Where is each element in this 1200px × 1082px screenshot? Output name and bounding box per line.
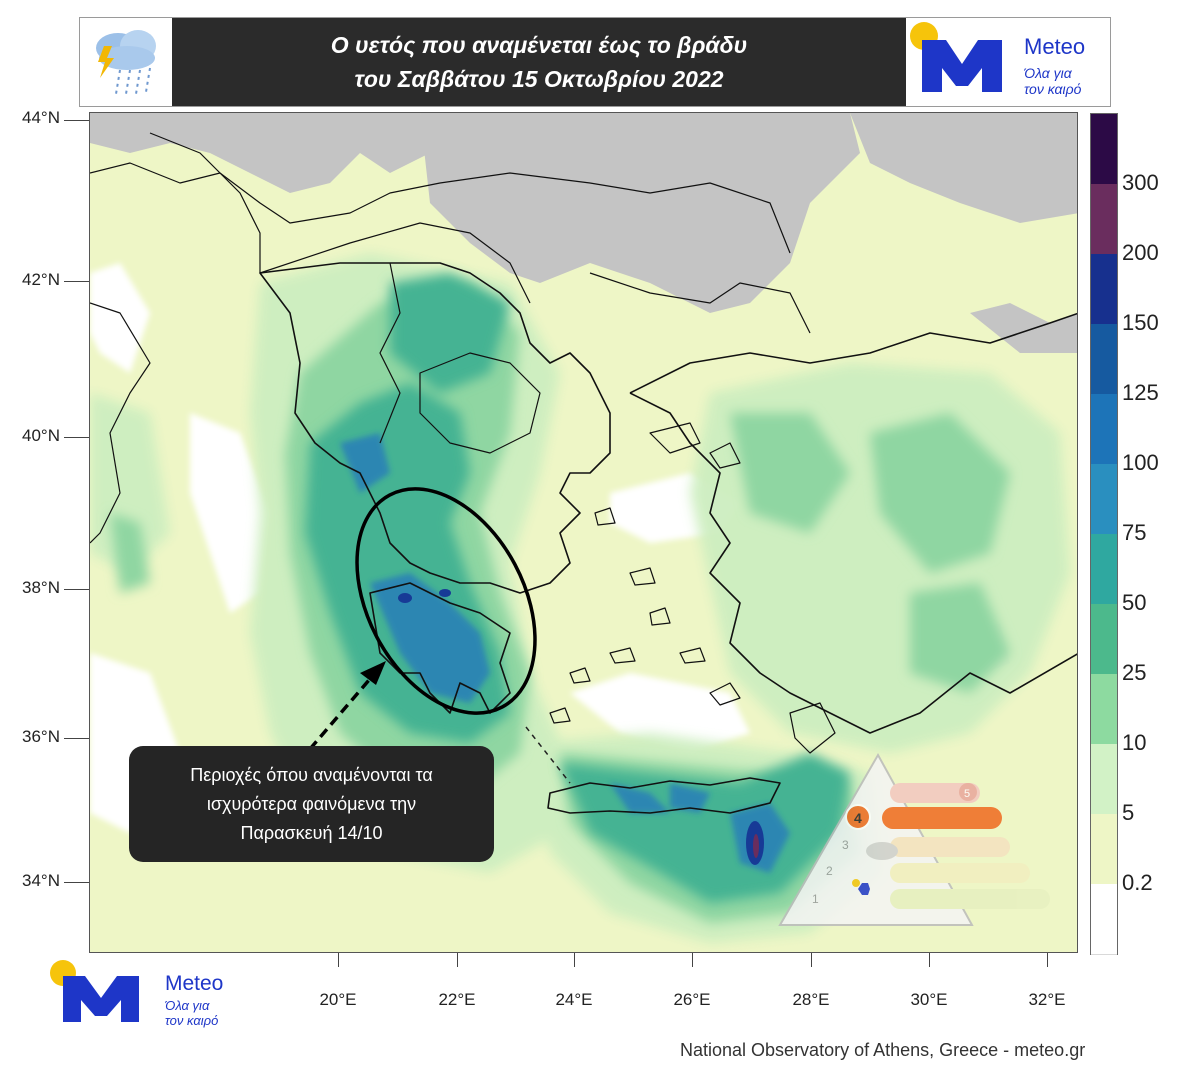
- lon-label-30: 30°E: [910, 990, 948, 1009]
- colorbar-segment: [1091, 744, 1117, 815]
- colorbar-segment: [1091, 534, 1117, 605]
- lon-label-20: 20°E: [319, 990, 357, 1009]
- svg-text:1: 1: [812, 892, 819, 906]
- lat-tick: [64, 882, 89, 883]
- colorbar-label: 5: [1122, 800, 1135, 825]
- colorbar-label: 50: [1122, 590, 1147, 615]
- svg-text:Όλα για: Όλα για: [1023, 65, 1073, 81]
- lat-label-34: 34°N: [22, 871, 60, 890]
- colorbar-segment: [1091, 814, 1117, 885]
- title-line-2: του Σαββάτου 15 Οκτωβρίου 2022: [354, 66, 724, 92]
- lon-tick: [574, 953, 575, 967]
- colorbar-label: 25: [1122, 660, 1147, 685]
- svg-text:5: 5: [964, 788, 970, 800]
- colorbar-segment: [1091, 324, 1117, 395]
- lat-tick: [64, 738, 89, 739]
- colorbar-segment: [1091, 184, 1117, 255]
- colorbar-label: 75: [1122, 520, 1147, 545]
- lat-label-36: 36°N: [22, 727, 60, 746]
- colorbar-label: 300: [1122, 170, 1159, 195]
- precip-extreme: [753, 834, 759, 858]
- colorbar-segment: [1091, 464, 1117, 535]
- svg-text:τον καιρό: τον καιρό: [1024, 81, 1082, 97]
- storm-cloud-rain-icon: [96, 30, 156, 95]
- lat-label-44: 44°N: [22, 108, 60, 127]
- lon-tick: [457, 953, 458, 967]
- meteo-logo-bottom: Meteo Όλα για τον καιρό: [45, 958, 245, 1028]
- callout-line-1: Περιοχές όπου αναμένονται τα: [190, 764, 433, 785]
- colorbar-label: 125: [1122, 380, 1159, 405]
- colorbar-segment: [1091, 394, 1117, 465]
- arrow-line: [308, 671, 377, 751]
- colorbar-segment: [1091, 254, 1117, 325]
- map-title: Ο υετός που αναμένεται έως το βράδυ του …: [172, 18, 906, 106]
- colorbar-segment: [1091, 884, 1117, 955]
- logo-brand: Meteo: [1024, 34, 1085, 59]
- meteo-logo-header: Meteo Όλα για τον καιρό: [906, 18, 1110, 106]
- lat-tick: [64, 589, 89, 590]
- colorbar-label: 10: [1122, 730, 1147, 755]
- lat-tick: [64, 120, 89, 121]
- lat-label-40: 40°N: [22, 426, 60, 445]
- lon-tick: [811, 953, 812, 967]
- svg-text:3: 3: [842, 838, 849, 852]
- strongest-phenomena-callout: Περιοχές όπου αναμένονται τα ισχυρότερα …: [129, 746, 494, 862]
- svg-text:τον καιρό: τον καιρό: [165, 1013, 218, 1028]
- lon-tick: [929, 953, 930, 967]
- lon-tick: [692, 953, 693, 967]
- no-data-areas: [90, 113, 1077, 673]
- callout-line-2: ισχυρότερα φαινόμενα την: [206, 793, 417, 814]
- arrow-head-icon: [360, 661, 386, 685]
- lon-label-22: 22°E: [438, 990, 476, 1009]
- colorbar-segment: [1091, 604, 1117, 675]
- colorbar-label: 200: [1122, 240, 1159, 265]
- precipitation-colorbar: [1090, 113, 1118, 955]
- warning-level-selected: 4: [854, 810, 862, 826]
- title-line-1: Ο υετός που αναμένεται έως το βράδυ: [330, 32, 748, 58]
- meteo-logo-icon: Meteo Όλα για τον καιρό: [910, 22, 1085, 97]
- lon-tick: [338, 953, 339, 967]
- lon-tick: [1047, 953, 1048, 967]
- source-credit: National Observatory of Athens, Greece -…: [680, 1040, 1086, 1060]
- svg-text:2: 2: [826, 864, 833, 878]
- dashed-connector: [525, 726, 571, 784]
- colorbar-segment: [1091, 674, 1117, 745]
- lat-tick: [64, 281, 89, 282]
- warning-level-triangle: 4 3 2 1 5: [778, 752, 1050, 926]
- coastlines: [90, 132, 1077, 814]
- header-banner: Ο υετός που αναμένεται έως το βράδυ του …: [79, 17, 1111, 107]
- lat-label-42: 42°N: [22, 270, 60, 289]
- colorbar-label: 0.2: [1122, 870, 1153, 895]
- lon-label-32: 32°E: [1028, 990, 1066, 1009]
- weather-icon-box: [80, 18, 172, 106]
- lon-label-28: 28°E: [792, 990, 830, 1009]
- meteo-logo-icon: Meteo Όλα για τον καιρό: [50, 960, 223, 1028]
- lat-label-38: 38°N: [22, 578, 60, 597]
- colorbar-label: 100: [1122, 450, 1159, 475]
- svg-text:Meteo: Meteo: [165, 972, 223, 995]
- callout-line-3: Παρασκευή 14/10: [240, 822, 383, 843]
- lon-label-24: 24°E: [555, 990, 593, 1009]
- highlight-ellipse: [355, 487, 537, 715]
- lon-label-26: 26°E: [673, 990, 711, 1009]
- colorbar-label: 150: [1122, 310, 1159, 335]
- colorbar-segment: [1091, 114, 1117, 185]
- svg-text:Όλα για: Όλα για: [164, 998, 210, 1013]
- lat-tick: [64, 437, 89, 438]
